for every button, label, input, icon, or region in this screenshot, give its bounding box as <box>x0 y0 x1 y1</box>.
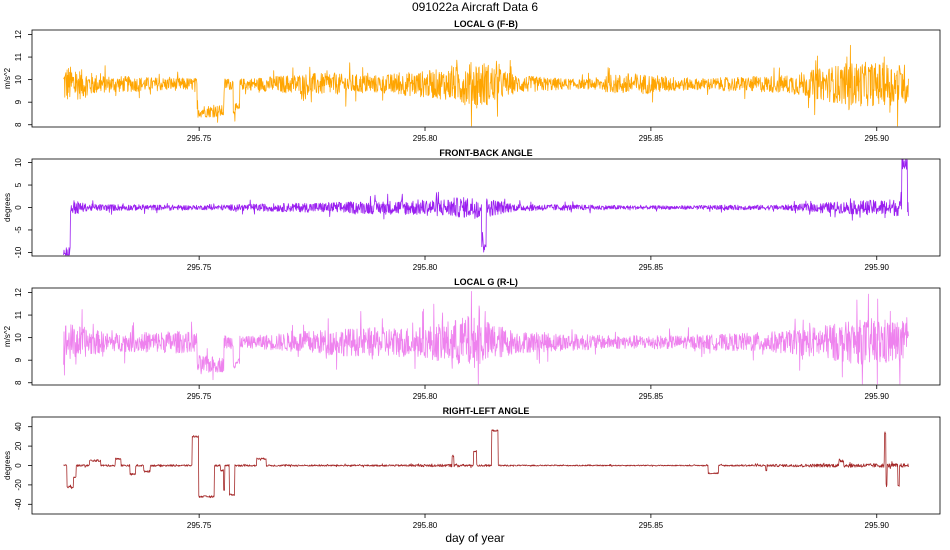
y-tick-label: 0 <box>14 463 23 468</box>
x-tick-label: 295.80 <box>413 392 438 401</box>
y-tick-label: -40 <box>14 498 23 510</box>
panel-title: LOCAL G (R-L) <box>454 277 518 287</box>
y-axis-title: degrees <box>3 193 12 222</box>
series-line <box>63 291 909 385</box>
panel-title: FRONT-BACK ANGLE <box>439 148 532 158</box>
x-tick-label: 295.85 <box>639 263 664 272</box>
y-tick-label: 0 <box>14 205 23 210</box>
y-axis-title: m/s^2 <box>3 325 12 347</box>
y-tick-label: -20 <box>14 479 23 491</box>
x-tick-label: 295.75 <box>187 521 212 530</box>
y-tick-label: 5 <box>14 182 23 187</box>
x-tick-label: 295.80 <box>413 263 438 272</box>
y-tick-label: 9 <box>14 99 23 104</box>
panel-frame <box>31 29 941 128</box>
x-tick-label: 295.80 <box>413 134 438 143</box>
x-tick-label: 295.75 <box>187 392 212 401</box>
y-tick-label: -10 <box>14 246 23 258</box>
x-tick-label: 295.80 <box>413 521 438 530</box>
x-tick-label: 295.85 <box>639 521 664 530</box>
y-tick-label: 8 <box>14 122 23 127</box>
x-tick-label: 295.90 <box>865 392 890 401</box>
x-tick-label: 295.75 <box>187 263 212 272</box>
y-tick-label: 10 <box>14 333 23 342</box>
series-line <box>63 159 909 256</box>
x-tick-label: 295.90 <box>865 521 890 530</box>
y-tick-label: 11 <box>14 52 23 61</box>
y-tick-label: 10 <box>14 75 23 84</box>
panel-frame <box>31 287 941 386</box>
panel-title: LOCAL G (F-B) <box>454 19 518 29</box>
y-tick-label: 12 <box>14 288 23 297</box>
y-tick-label: 11 <box>14 310 23 319</box>
page-title: 091022a Aircraft Data 6 <box>411 0 539 14</box>
y-tick-label: 8 <box>14 380 23 385</box>
panel-title: RIGHT-LEFT ANGLE <box>443 406 530 416</box>
y-axis-title: m/s^2 <box>3 67 12 89</box>
y-tick-label: 40 <box>14 422 23 431</box>
y-tick-label: 12 <box>14 30 23 39</box>
series-line <box>63 429 909 499</box>
x-tick-label: 295.75 <box>187 134 212 143</box>
y-tick-label: 20 <box>14 441 23 450</box>
y-tick-label: -5 <box>14 226 23 234</box>
x-tick-label: 295.85 <box>639 392 664 401</box>
y-axis-title: degrees <box>3 451 12 480</box>
x-axis-title: day of year <box>445 531 505 545</box>
y-tick-label: 10 <box>14 158 23 167</box>
y-tick-label: 9 <box>14 357 23 362</box>
x-tick-label: 295.85 <box>639 134 664 143</box>
x-tick-label: 295.90 <box>865 263 890 272</box>
x-tick-label: 295.90 <box>865 134 890 143</box>
series-line <box>63 44 909 127</box>
